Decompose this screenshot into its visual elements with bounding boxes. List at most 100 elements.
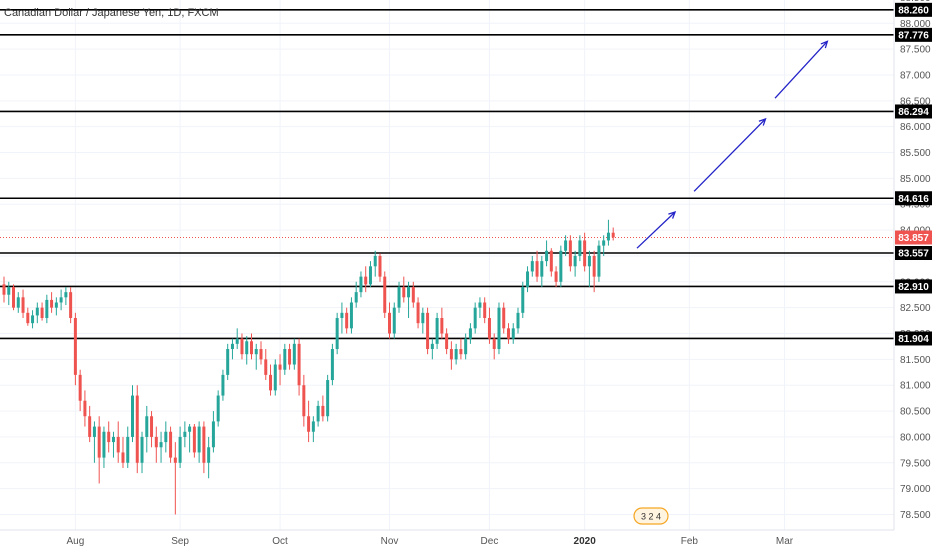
candle[interactable]: [606, 219, 610, 246]
candle[interactable]: [583, 232, 587, 272]
candle[interactable]: [169, 426, 173, 463]
candle[interactable]: [69, 286, 73, 324]
candle[interactable]: [407, 281, 411, 318]
candle[interactable]: [540, 255, 544, 287]
candle[interactable]: [269, 364, 273, 396]
candle[interactable]: [421, 307, 425, 334]
candle[interactable]: [259, 341, 263, 365]
candle[interactable]: [354, 281, 358, 308]
candle[interactable]: [288, 343, 292, 370]
candle[interactable]: [611, 227, 615, 241]
candle[interactable]: [568, 235, 572, 272]
candle[interactable]: [26, 307, 30, 326]
candle[interactable]: [245, 336, 249, 365]
candle[interactable]: [340, 302, 344, 334]
candle[interactable]: [554, 266, 558, 287]
candle[interactable]: [516, 307, 520, 334]
candle[interactable]: [97, 416, 101, 484]
candle[interactable]: [483, 297, 487, 324]
candle[interactable]: [197, 421, 201, 463]
candle[interactable]: [249, 333, 253, 360]
candle[interactable]: [521, 281, 525, 318]
candle[interactable]: [35, 302, 39, 324]
candle[interactable]: [487, 307, 491, 344]
candle[interactable]: [140, 431, 144, 474]
candle[interactable]: [154, 426, 158, 463]
candle[interactable]: [330, 343, 334, 386]
candle[interactable]: [297, 338, 301, 396]
candle[interactable]: [454, 343, 458, 365]
candle[interactable]: [207, 436, 211, 479]
candle[interactable]: [411, 281, 415, 308]
candle[interactable]: [311, 416, 315, 443]
candle[interactable]: [388, 302, 392, 339]
candle[interactable]: [373, 250, 377, 277]
candle[interactable]: [302, 374, 306, 427]
candle[interactable]: [21, 289, 25, 318]
candle[interactable]: [183, 421, 187, 448]
candle[interactable]: [497, 302, 501, 355]
candle[interactable]: [478, 297, 482, 318]
candle[interactable]: [230, 338, 234, 360]
time-axis[interactable]: Aug Sep Oct Nov Dec 2020 Feb Mar: [66, 536, 793, 547]
candle[interactable]: [573, 250, 577, 277]
candle[interactable]: [192, 424, 196, 458]
candle[interactable]: [226, 343, 230, 381]
candle[interactable]: [564, 235, 568, 256]
candle[interactable]: [321, 395, 325, 422]
candle[interactable]: [392, 302, 396, 339]
candle[interactable]: [526, 266, 530, 293]
candle[interactable]: [121, 436, 125, 468]
projection-arrow[interactable]: [636, 210, 677, 249]
candle[interactable]: [50, 292, 54, 313]
candle[interactable]: [549, 248, 553, 277]
candle[interactable]: [307, 400, 311, 443]
candle[interactable]: [506, 323, 510, 344]
candle[interactable]: [107, 421, 111, 453]
candle[interactable]: [368, 261, 372, 287]
candle[interactable]: [430, 338, 434, 360]
candle[interactable]: [473, 302, 477, 334]
candle[interactable]: [587, 250, 591, 287]
candle[interactable]: [16, 292, 20, 313]
candle[interactable]: [12, 284, 16, 311]
candle[interactable]: [78, 369, 82, 412]
candle[interactable]: [335, 312, 339, 355]
candle[interactable]: [240, 333, 244, 360]
candle[interactable]: [402, 276, 406, 303]
candle[interactable]: [88, 405, 92, 443]
candle[interactable]: [150, 411, 154, 448]
candle[interactable]: [435, 312, 439, 350]
candle[interactable]: [131, 385, 135, 443]
candle[interactable]: [359, 271, 363, 298]
candle[interactable]: [283, 343, 287, 375]
candle[interactable]: [31, 310, 35, 329]
candle[interactable]: [111, 431, 115, 458]
candle[interactable]: [426, 307, 430, 355]
candle[interactable]: [383, 271, 387, 318]
candle[interactable]: [45, 294, 49, 324]
candle[interactable]: [2, 276, 6, 303]
candle[interactable]: [202, 421, 206, 474]
candle[interactable]: [440, 307, 444, 339]
candle[interactable]: [511, 323, 515, 344]
candle[interactable]: [264, 349, 268, 381]
candle[interactable]: [535, 250, 539, 282]
candle[interactable]: [545, 240, 549, 267]
candle[interactable]: [164, 421, 168, 453]
candle[interactable]: [54, 297, 58, 316]
candle[interactable]: [145, 405, 149, 453]
candle[interactable]: [416, 297, 420, 329]
projection-arrow[interactable]: [693, 117, 767, 192]
candle[interactable]: [326, 374, 330, 422]
candle[interactable]: [578, 235, 582, 262]
candle[interactable]: [592, 250, 596, 293]
candle[interactable]: [397, 281, 401, 313]
candle[interactable]: [597, 240, 601, 282]
candle[interactable]: [211, 411, 215, 453]
candle[interactable]: [188, 424, 192, 453]
candle[interactable]: [83, 390, 87, 427]
candle[interactable]: [221, 369, 225, 401]
candle[interactable]: [178, 426, 182, 468]
candle[interactable]: [602, 235, 606, 256]
